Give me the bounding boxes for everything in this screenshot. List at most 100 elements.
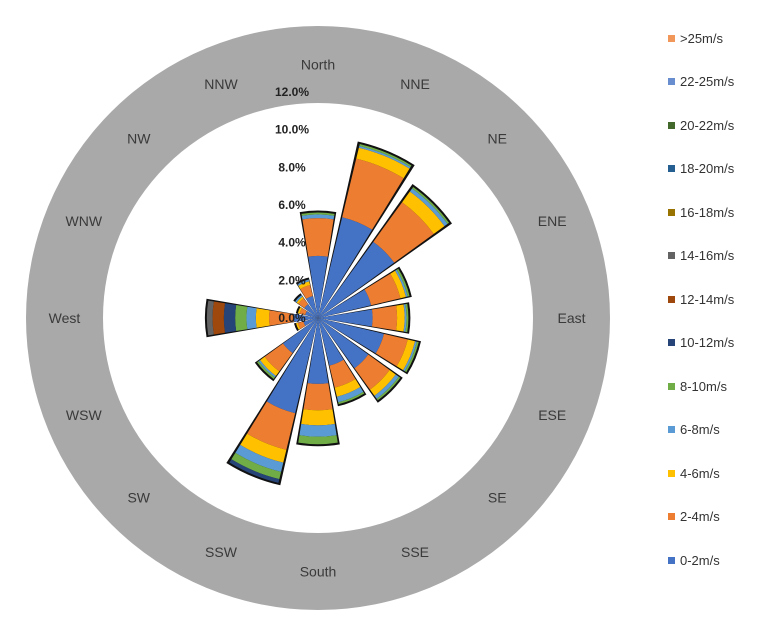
sector-segment-wsw-bin-2 (296, 322, 301, 330)
direction-label-nw: NW (127, 131, 151, 147)
radial-tick-label: 10.0% (275, 123, 309, 137)
sector-segment-north-bin-1 (302, 218, 334, 257)
sector-wsw (294, 318, 318, 332)
sector-segment-nne-bin-0 (318, 217, 373, 318)
legend-label: >25m/s (680, 30, 723, 46)
sector-segment-west-bin-0 (293, 314, 318, 322)
legend-label: 20-22m/s (680, 117, 735, 133)
sector-segment-wnw-bin-2 (297, 307, 302, 314)
sector-segment-west-bin-1 (269, 310, 294, 326)
sector-segment-nne-bin-1 (342, 158, 404, 230)
legend-swatch (668, 295, 675, 303)
sector-segment-west-bin-5 (223, 303, 237, 333)
sector-segment-east-bin-4 (405, 303, 409, 333)
sector-segment-east-bin-2 (396, 304, 405, 332)
sector-segment-sw-bin-2 (260, 356, 280, 376)
sector-segment-west-bin-3 (246, 306, 257, 330)
sector-ne (318, 184, 452, 318)
legend-swatch (668, 339, 675, 346)
sector-segment-ene-bin-0 (318, 289, 372, 318)
sector-segment-east-bin-0 (318, 309, 373, 327)
sector-ese (318, 318, 422, 375)
sector-segment-sw-bin-1 (264, 343, 293, 372)
direction-label-ne: NE (488, 131, 507, 147)
legend-label: 2-4m/s (680, 509, 720, 524)
sector-segment-ne-bin-4 (412, 186, 450, 224)
direction-label-se: SE (488, 489, 507, 505)
sector-segment-ne-bin-1 (373, 202, 434, 263)
direction-label-east: East (557, 310, 585, 326)
sector-segment-wsw-bin-1 (297, 321, 306, 329)
sector-segment-east-bin-3 (403, 304, 407, 332)
sector-segment-ene-bin-1 (364, 273, 401, 306)
sector-segment-sse-bin-4 (338, 391, 365, 405)
sector-segment-south-bin-0 (307, 318, 329, 384)
direction-label-west: West (49, 310, 81, 326)
sector-north (299, 210, 337, 318)
direction-label-nne: NNE (400, 76, 430, 92)
direction-label-ssw: SSW (205, 544, 238, 560)
sector-segment-sse-bin-0 (318, 318, 344, 366)
direction-label-south: South (300, 564, 337, 580)
legend-label: 6-8m/s (680, 422, 720, 437)
sector-segment-north-bin-3 (301, 214, 335, 220)
sector-segment-ese-bin-1 (375, 333, 408, 367)
sector-segment-ese-bin-0 (318, 318, 384, 354)
sector-segment-north-bin-4 (301, 212, 335, 216)
sector-segment-nw-bin-0 (304, 304, 318, 318)
legend-item: >25m/s (668, 28, 723, 48)
legend-label: 16-18m/s (680, 204, 735, 220)
legend-item: 8-10m/s (668, 376, 727, 396)
legend-label: 18-20m/s (680, 161, 735, 176)
sector-segment-ese-bin-4 (404, 341, 419, 373)
legend-swatch (668, 426, 675, 433)
legend-item: 16-18m/s (668, 202, 734, 222)
sector-segment-ene-bin-2 (390, 270, 406, 299)
sector-segment-nne-bin-3 (358, 145, 411, 169)
sector-segment-ssw-bin-2 (240, 433, 287, 463)
sector-segment-nw-bin-1 (298, 298, 309, 309)
legend-label: 22-25m/s (680, 74, 735, 89)
direction-label-layer: North NNE NE ENE East ESE SE SSE South SSW SW WSW We… (49, 57, 586, 580)
radial-tick-label: 2.0% (278, 273, 306, 287)
sector-segment-ssw-bin-4 (231, 452, 282, 480)
sector-segment-nnw-bin-1 (300, 285, 313, 299)
sector-segment-ssw-bin-1 (247, 401, 296, 450)
radial-tick-label: 0.0% (278, 311, 306, 325)
sector-segment-wsw-bin-0 (303, 318, 318, 326)
sector-wnw (295, 305, 318, 318)
sector-segment-nne-bin-4 (359, 144, 412, 168)
sector-segment-west-bin-6 (212, 301, 225, 335)
sector-nne (318, 141, 415, 318)
sector-segment-se-bin-0 (318, 318, 369, 369)
sector-segment-south-bin-1 (303, 383, 333, 411)
sector-south (296, 318, 340, 447)
sector-segment-west-bin-4 (235, 305, 248, 331)
sector-segment-east-bin-1 (371, 305, 398, 331)
sector-segment-sw-bin-4 (257, 361, 275, 379)
sector-segment-sw-bin-3 (258, 360, 276, 378)
sector-segment-wnw-bin-0 (305, 311, 318, 318)
sector-segment-ese-bin-3 (403, 341, 417, 372)
sector-segment-nw-bin-3 (295, 295, 303, 303)
sector-segment-ssw-bin-0 (266, 318, 318, 414)
radial-tick-label: 12.0% (275, 85, 309, 99)
wind-rose-chart: North NNE NE ENE East ESE SE SSE South SSW SW WSW We… (26, 26, 610, 610)
sector-segment-ese-bin-2 (396, 339, 416, 371)
sector-segment-ssw-bin-5 (229, 459, 280, 483)
sector-nw (293, 293, 318, 318)
sector-segment-west-bin-2 (255, 308, 270, 328)
sector-segment-nw-bin-2 (296, 296, 304, 304)
legend-swatch (668, 121, 675, 129)
legend-swatch (668, 513, 675, 520)
sector-segment-south-bin-3 (299, 424, 337, 437)
sector-sse (318, 318, 367, 407)
wind-rose-svg: North NNE NE ENE East ESE SE SSE South SSW SW WSW We… (26, 26, 610, 610)
legend-swatch (668, 78, 675, 85)
legend-item: 14-16m/s (668, 246, 734, 266)
legend-item: 2-4m/s (668, 507, 720, 527)
sector-segment-ene-bin-3 (395, 269, 408, 297)
sector-segment-se-bin-2 (370, 370, 396, 396)
sector-se (318, 318, 403, 403)
radial-tick-label: 4.0% (278, 236, 306, 250)
